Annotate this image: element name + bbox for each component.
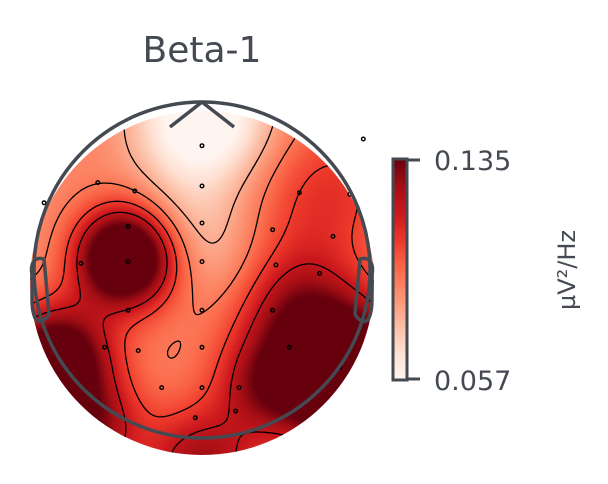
sensor-dot-9 (125, 223, 131, 229)
sensor-dot-2 (199, 143, 205, 149)
colorbar-min-label: 0.057 (434, 366, 511, 397)
sensor-dot-19 (199, 307, 205, 313)
colorbar-unit-label: µV²/Hz (553, 230, 581, 310)
sensor-dot-4 (132, 188, 138, 194)
head-outline (29, 100, 375, 440)
sensor-dot-10 (199, 220, 205, 226)
sensor-dot-23 (199, 344, 205, 350)
sensor-dot-13 (78, 260, 84, 266)
sensor-dot-15 (199, 259, 205, 265)
sensor-dot-20 (270, 307, 276, 313)
nose-outline (168, 100, 236, 129)
sensor-dot-16 (273, 262, 279, 268)
sensor-dot-26 (159, 385, 165, 391)
sensor-dot-5 (296, 190, 302, 196)
sensor-dot-8 (41, 200, 47, 206)
sensor-dot-7 (95, 180, 101, 186)
colorbar-gradient (393, 159, 407, 380)
sensor-dot-29 (192, 415, 198, 421)
left-ear-outline (29, 256, 51, 324)
sensor-dot-21 (102, 344, 108, 350)
sensor-dot-6 (199, 183, 205, 189)
sensor-dot-28 (236, 385, 242, 391)
sensor-dot-14 (125, 259, 131, 265)
chart-title: Beta-1 (143, 30, 262, 71)
right-ear-outline (353, 256, 375, 324)
sensor-dot-12 (330, 233, 336, 239)
sensor-dot-17 (317, 270, 323, 276)
sensor-dot-30 (233, 408, 239, 414)
sensor-dot-24 (286, 344, 292, 350)
topomap-heatmap (30, 111, 374, 455)
sensor-dot-1 (360, 136, 366, 142)
sensor-markers (41, 136, 366, 421)
sensor-dot-18 (125, 307, 131, 313)
colorbar-frame (391, 157, 409, 382)
sensor-dot-27 (199, 385, 205, 391)
colorbar: 0.135 0.057 µV²/Hz (391, 146, 581, 397)
sensor-dot-11 (270, 227, 276, 233)
colorbar-max-label: 0.135 (434, 146, 511, 177)
sensor-dot-22 (135, 348, 141, 354)
